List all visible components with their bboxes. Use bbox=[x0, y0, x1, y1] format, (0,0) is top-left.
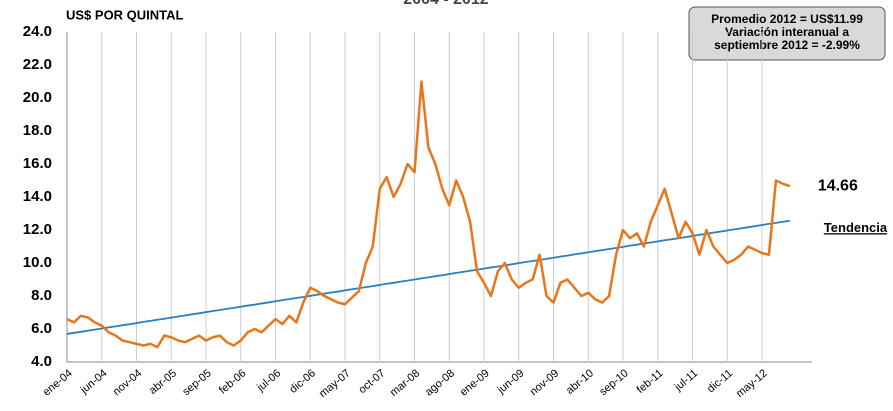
x-tick-label: may-12 bbox=[734, 367, 770, 400]
y-axis-label: US$ POR QUINTAL bbox=[66, 7, 184, 22]
x-tick-label: nov-04 bbox=[111, 367, 144, 398]
x-tick-label: oct-07 bbox=[356, 367, 387, 396]
x-tick-label: jun-09 bbox=[495, 367, 527, 396]
y-tick-label: 20.0 bbox=[23, 89, 52, 106]
x-tick-label: feb-06 bbox=[217, 367, 249, 396]
y-tick-label: 14.0 bbox=[23, 188, 52, 205]
x-tick-label: mar-08 bbox=[388, 367, 422, 399]
trend-label: Tendencia bbox=[824, 220, 888, 235]
y-tick-label: 10.0 bbox=[23, 254, 52, 271]
x-tick-label: ago-08 bbox=[423, 367, 457, 398]
x-tick-label: sep-10 bbox=[597, 367, 630, 398]
y-tick-label: 16.0 bbox=[23, 155, 52, 172]
x-tick-label: abr-05 bbox=[147, 367, 179, 397]
x-tick-label: jul-06 bbox=[254, 367, 283, 394]
chart-title: 2004 - 2012 bbox=[403, 0, 489, 8]
x-tick-label: ene-04 bbox=[41, 367, 75, 398]
data-line bbox=[66, 80, 791, 349]
annotation-line: Variación interanual a bbox=[725, 25, 849, 39]
y-tick-label: 4.0 bbox=[31, 353, 52, 370]
y-tick-label: 22.0 bbox=[23, 56, 52, 73]
x-tick-label: abr-10 bbox=[564, 367, 596, 397]
x-tick-label: jul-11 bbox=[672, 367, 700, 394]
x-tick-label: dic-06 bbox=[287, 367, 318, 395]
x-tick-label: dic-11 bbox=[705, 367, 735, 395]
x-tick-label: nov-09 bbox=[528, 367, 561, 398]
annotation-box bbox=[688, 6, 886, 61]
y-tick-label: 8.0 bbox=[31, 287, 52, 304]
x-tick-label: jun-04 bbox=[78, 367, 110, 396]
y-tick-label: 12.0 bbox=[23, 221, 52, 238]
x-tick-label: sep-05 bbox=[180, 367, 213, 398]
y-tick-label: 24.0 bbox=[23, 23, 52, 40]
x-tick-label: ene-09 bbox=[458, 367, 492, 398]
x-tick-label: may-07 bbox=[317, 367, 353, 400]
x-tick-label: feb-11 bbox=[635, 367, 666, 396]
y-tick-label: 6.0 bbox=[31, 320, 52, 337]
data-line bbox=[66, 219, 790, 335]
data-label: 14.66 bbox=[818, 177, 858, 194]
annotation-line: septiembre 2012 = -2.99% bbox=[714, 38, 860, 52]
annotation-line: Promedio 2012 = US$11.99 bbox=[711, 12, 863, 26]
y-tick-label: 18.0 bbox=[23, 122, 52, 139]
